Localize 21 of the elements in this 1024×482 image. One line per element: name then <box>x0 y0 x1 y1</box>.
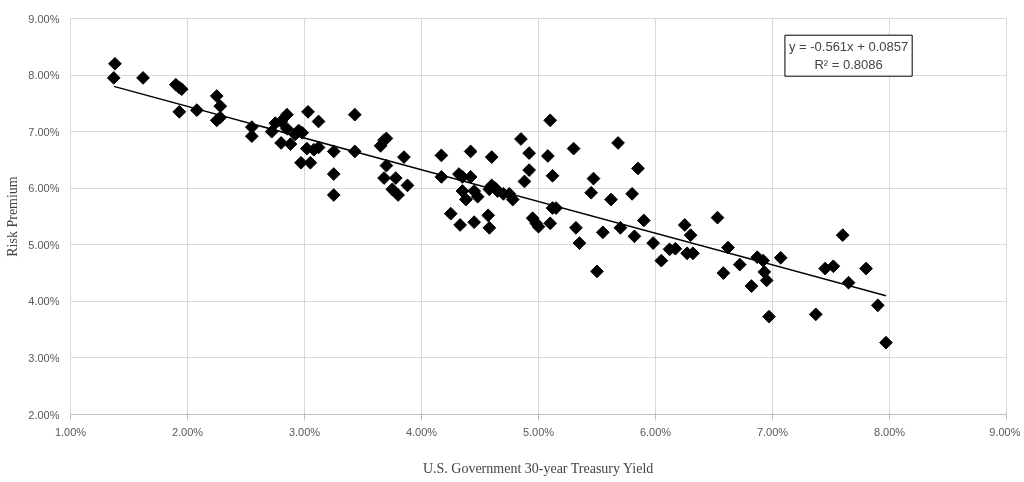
y-tick-label: 2.00% <box>28 408 60 421</box>
x-tick-label: 8.00% <box>873 425 906 438</box>
x-tick-label: 7.00% <box>756 425 789 438</box>
y-tick-label: 5.00% <box>28 238 60 251</box>
x-tick-label: 2.00% <box>171 425 204 438</box>
x-tick-label: 1.00% <box>54 425 87 438</box>
y-tick-label: 4.00% <box>28 295 60 308</box>
x-tick-label: 3.00% <box>288 425 321 438</box>
annotation: R² = 0.8086 <box>814 57 883 73</box>
y-tick-label: 8.00% <box>28 69 60 82</box>
x-tick-label: 5.00% <box>522 425 555 438</box>
x-tick-label: 6.00% <box>639 425 672 438</box>
x-tick-label: 4.00% <box>405 425 438 438</box>
y-axis-title: Risk Premium <box>5 176 21 257</box>
x-tick-label: 9.00% <box>989 425 1021 438</box>
y-tick-label: 7.00% <box>28 125 60 138</box>
y-tick-label: 3.00% <box>28 351 60 364</box>
y-tick-label: 9.00% <box>28 12 60 25</box>
annotation: y = -0.561x + 0.0857 <box>788 39 909 55</box>
x-axis-title: U.S. Government 30-year Treasury Yield <box>422 460 654 476</box>
y-tick-label: 6.00% <box>28 182 60 195</box>
